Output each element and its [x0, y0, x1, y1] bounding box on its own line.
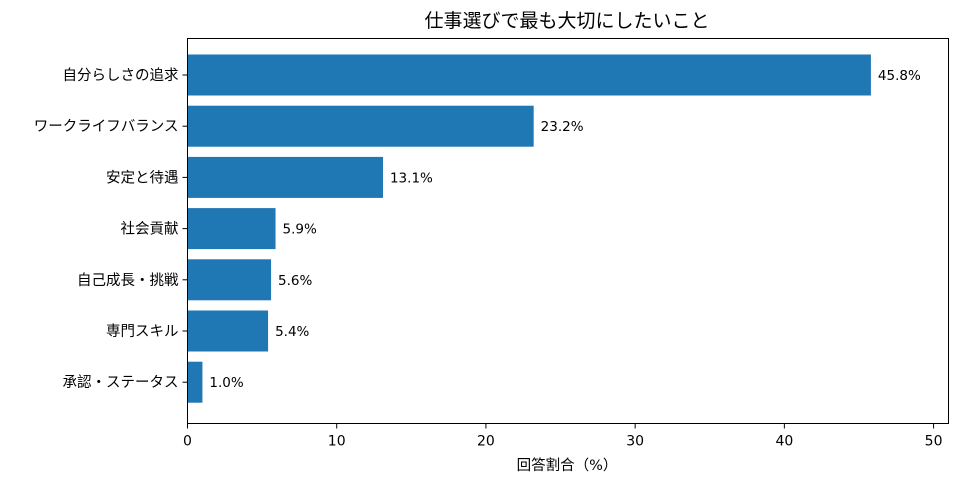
x-tick-label: 20 — [477, 434, 495, 450]
bar — [187, 259, 272, 301]
x-tick-label: 30 — [626, 434, 644, 450]
category-label: 自己成長・挑戦 — [77, 272, 179, 289]
bar — [187, 54, 871, 96]
category-label: 専門スキル — [106, 323, 179, 340]
data-label: 45.8% — [878, 68, 921, 84]
category-label: 自分らしさの追求 — [63, 67, 179, 84]
category-label: 承認・ステータス — [63, 374, 179, 391]
x-tick-label: 10 — [328, 434, 346, 450]
x-tick-label: 50 — [925, 434, 943, 450]
bars-group — [187, 54, 871, 403]
x-tick-label: 40 — [775, 434, 793, 450]
plot-frame — [187, 38, 949, 424]
x-axis-title: 回答割合（%） — [517, 457, 618, 474]
bar — [187, 105, 534, 147]
category-label: ワークライフバランス — [34, 118, 179, 135]
bar — [187, 361, 203, 403]
chart-title: 仕事選びで最も大切にしたいこと — [424, 10, 709, 32]
bar — [187, 310, 269, 352]
bar — [187, 208, 276, 250]
data-label: 13.1% — [390, 170, 433, 186]
x-tick-label: 0 — [183, 434, 192, 450]
category-label: 安定と待遇 — [106, 169, 179, 186]
data-label: 23.2% — [541, 119, 584, 135]
x-axis-ticks: 0 10 20 30 40 50 — [183, 423, 943, 450]
data-label: 5.6% — [278, 273, 312, 289]
category-labels: 自分らしさの追求ワークライフバランス安定と待遇社会貢献自己成長・挑戦専門スキル承… — [34, 67, 188, 391]
data-labels: 45.8% 23.2% 13.1% 5.9% 5.6% 5.4% 1.0% — [209, 68, 921, 391]
data-label: 5.4% — [275, 324, 309, 340]
data-label: 5.9% — [283, 222, 317, 238]
category-label: 社会貢献 — [121, 221, 179, 238]
bar — [187, 156, 383, 198]
data-label: 1.0% — [209, 375, 243, 391]
